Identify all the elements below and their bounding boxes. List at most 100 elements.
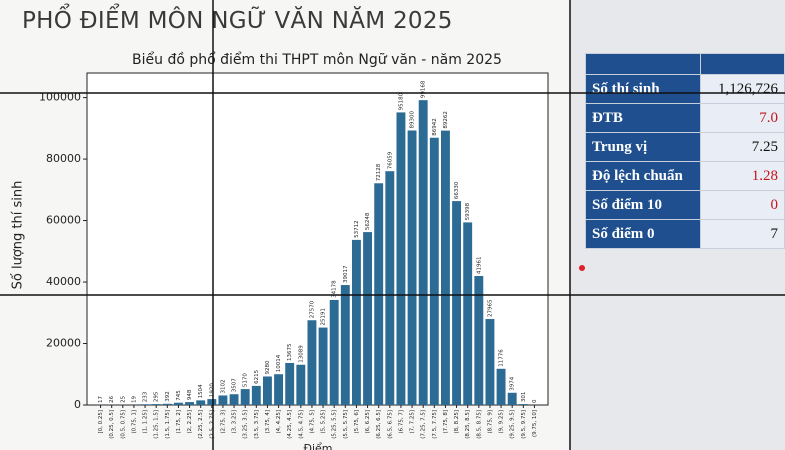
x-tick-label: (2.75, 3] [220, 410, 226, 434]
data-label: 89262 [443, 111, 449, 129]
bar [285, 362, 295, 405]
bar [318, 327, 328, 405]
x-tick-label: (7.75, 8] [443, 410, 449, 434]
stat-row: Số điểm 10 0 [584, 190, 785, 220]
x-tick-label: [0, 0.25] [98, 410, 104, 434]
data-label: 13089 [298, 345, 304, 363]
data-label: 1504 [198, 384, 204, 398]
bar [396, 112, 406, 405]
x-tick-label: (7.5, 7.75] [432, 410, 438, 439]
stat-value: 1.28 [700, 161, 785, 191]
data-label: 948 [187, 389, 193, 400]
y-tick-label: 20000 [46, 337, 81, 350]
data-label: 95180 [398, 92, 404, 110]
cursor-dot [579, 265, 585, 271]
data-label: 745 [176, 390, 182, 401]
data-label: 9280 [265, 360, 271, 374]
data-label: 41961 [476, 257, 482, 275]
x-tick-label: (9.5, 9.75] [521, 410, 527, 439]
x-tick-label: (2, 2.25] [187, 410, 193, 434]
data-label: 19 [131, 395, 137, 402]
data-label: 233 [143, 391, 149, 402]
stats-table: Số thí sinh 1,126,726 ĐTB 7.0 Trung vị 7.25 Độ… [584, 53, 785, 249]
data-label: 11776 [499, 349, 505, 367]
bar [418, 100, 428, 406]
y-tick-label: 80000 [46, 152, 81, 165]
x-tick-label: (6.75, 7] [398, 410, 404, 434]
stat-value: 1,126,726 [700, 74, 785, 104]
bar [518, 404, 528, 405]
bar [507, 392, 517, 405]
bar [140, 404, 150, 405]
stat-value: 0 [700, 190, 785, 220]
x-tick-label: (6.25, 6.5] [376, 410, 382, 439]
bar [363, 232, 373, 405]
bar [162, 403, 172, 405]
x-tick-label: (8.5, 8.75] [476, 410, 482, 439]
data-label: 99168 [421, 80, 427, 98]
data-label: 59398 [465, 202, 471, 220]
y-tick-label: 40000 [46, 275, 81, 288]
bar [329, 299, 339, 405]
x-tick-label: (8.25, 8.5] [465, 410, 471, 439]
x-tick-label: (5.5, 5.75] [343, 410, 349, 439]
x-tick-label: (3.25, 3.5] [243, 410, 249, 439]
x-tick-label: (0.5, 0.75] [120, 410, 126, 439]
x-tick-label: (2.5, 2.75] [209, 410, 215, 439]
data-label: 53712 [354, 220, 360, 238]
data-label: 10014 [276, 354, 282, 372]
page-title: PHỔ ĐIỂM MÔN NGỮ VĂN NĂM 2025 [22, 8, 453, 34]
bar [251, 385, 261, 405]
data-label: 1920 [209, 383, 215, 397]
x-axis-label: Điểm [303, 442, 332, 450]
bar [262, 376, 272, 405]
stat-row: Độ lệch chuẩn 1.28 [584, 161, 785, 191]
data-label: 27570 [309, 300, 315, 318]
bar [151, 404, 161, 405]
bar [196, 400, 206, 405]
data-label: 76059 [387, 151, 393, 169]
x-tick-label: (4.5, 4.75] [298, 410, 304, 439]
data-label: 27965 [487, 299, 493, 317]
data-label: 89300 [410, 110, 416, 128]
x-tick-label: (6, 6.25] [365, 410, 371, 434]
data-label: 39017 [343, 265, 349, 283]
x-tick-label: (1, 1.25] [143, 410, 149, 434]
stat-label: Độ lệch chuẩn [584, 161, 702, 191]
data-label: 3507 [232, 378, 238, 392]
x-tick-label: (2.25, 2.5] [198, 410, 204, 439]
data-label: 25 [120, 395, 126, 402]
data-label: 13675 [287, 343, 293, 361]
x-tick-label: (9, 9.25] [499, 410, 505, 434]
x-tick-label: (0.25, 0.5] [109, 410, 115, 439]
y-axis-label: Số lượng thí sinh [11, 181, 26, 290]
data-label: 17 [98, 395, 104, 402]
bar [374, 183, 384, 405]
data-label: 86942 [432, 118, 438, 136]
x-tick-label: (9.75, 10] [532, 410, 538, 437]
x-tick-label: (8.75, 9] [487, 410, 493, 434]
stat-label: Số điểm 0 [584, 219, 702, 249]
x-tick-label: (4.75, 5] [309, 410, 315, 434]
stat-row: ĐTB 7.0 [584, 103, 785, 133]
data-label: 392 [165, 391, 171, 402]
bar [385, 171, 395, 405]
stat-row: Số thí sinh 1,126,726 [584, 74, 785, 104]
x-tick-label: (3.5, 3.75] [254, 410, 260, 439]
data-label: 72128 [376, 163, 382, 181]
stat-row: Trung vị 7.25 [584, 132, 785, 162]
header-cell [700, 53, 785, 75]
x-tick-label: (7.25, 7.5] [421, 410, 427, 439]
bar [351, 239, 361, 405]
x-tick-label: (0.75, 1] [131, 410, 137, 434]
data-label: 34178 [332, 280, 338, 298]
bar [440, 130, 450, 406]
data-label: 56248 [365, 212, 371, 230]
stat-value: 7 [700, 219, 785, 249]
y-tick-label: 100000 [39, 91, 81, 104]
stat-value: 7.25 [700, 132, 785, 162]
header-cell [584, 53, 702, 75]
bar [218, 395, 228, 405]
